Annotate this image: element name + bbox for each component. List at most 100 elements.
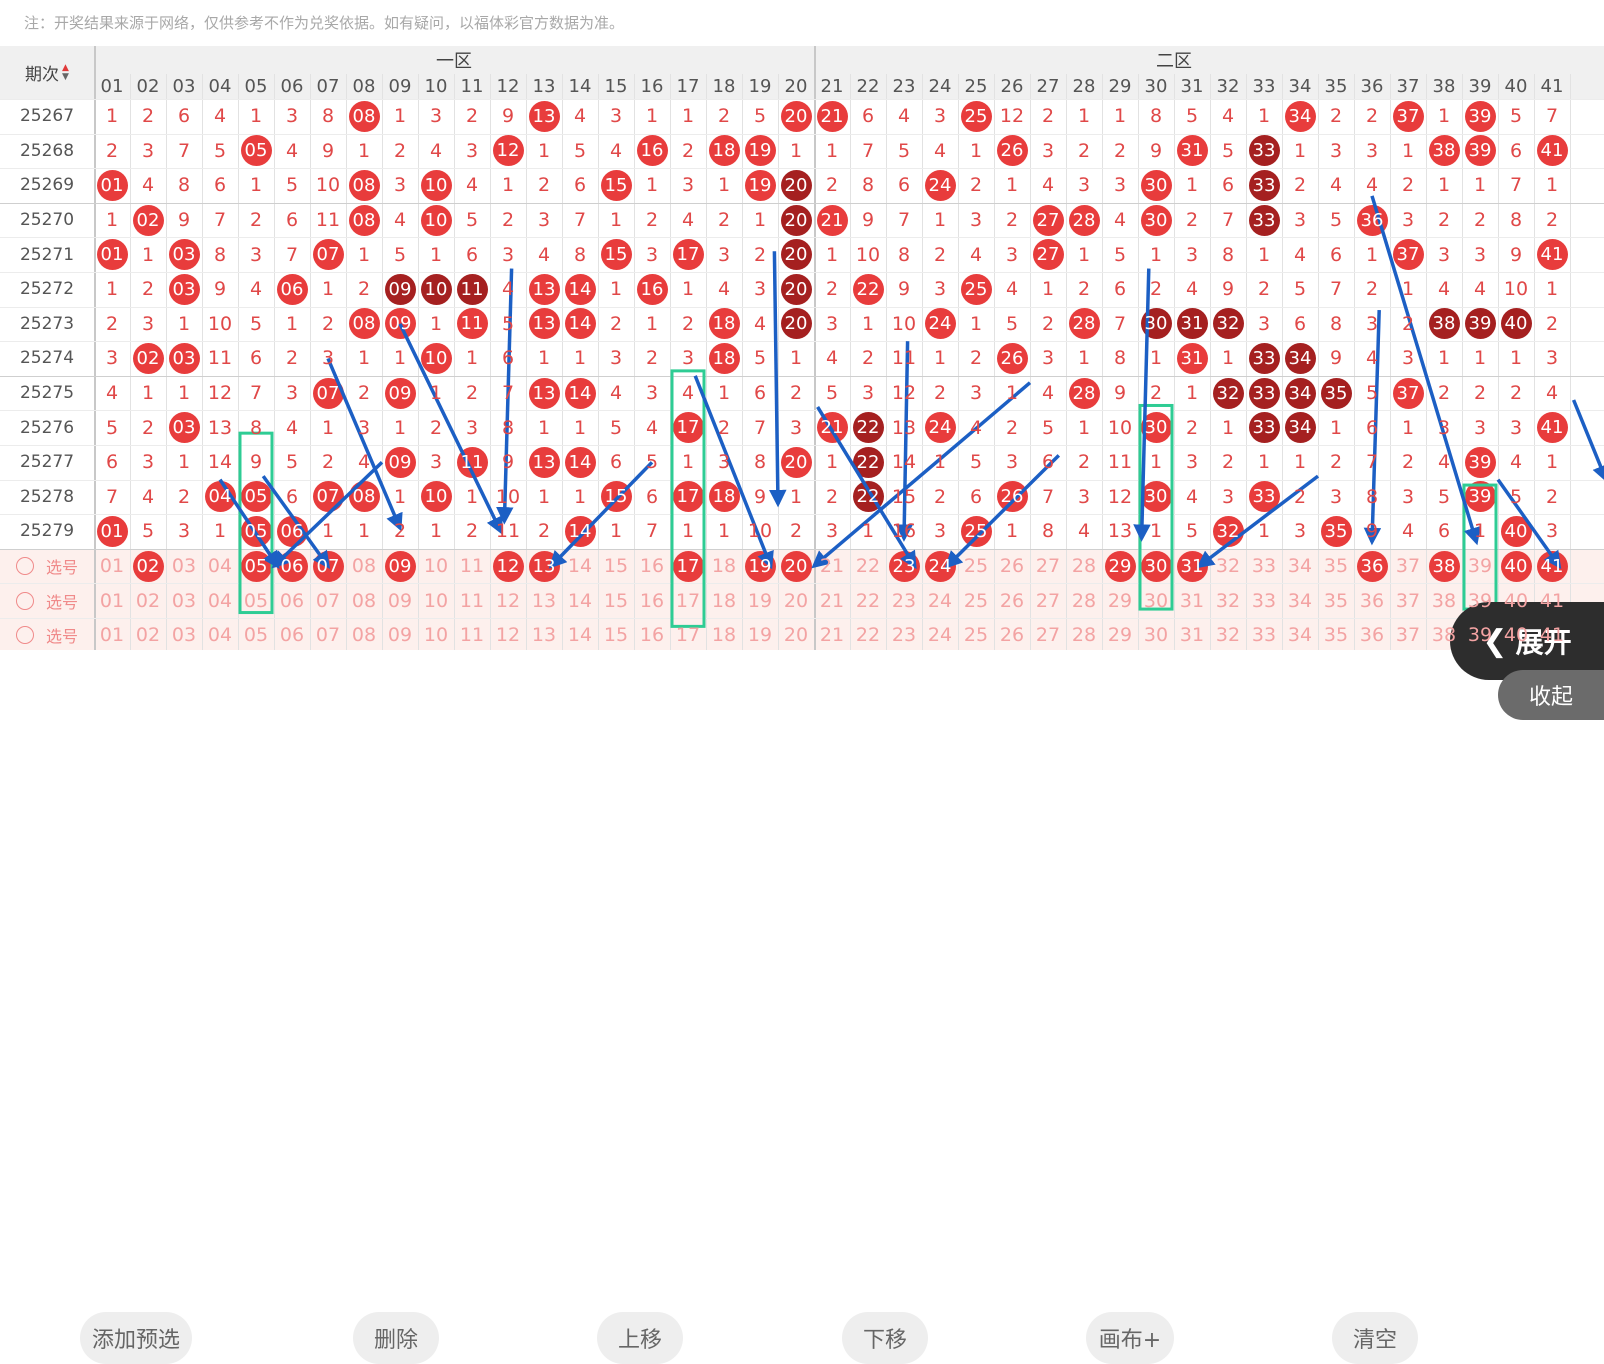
selectable-number[interactable]: 15 [598, 618, 634, 653]
selectable-number[interactable]: 07 [310, 583, 346, 618]
selected-number-ball[interactable]: 17 [670, 549, 706, 584]
selectable-number[interactable]: 28 [1066, 618, 1102, 653]
move-up-button[interactable]: 上移 [597, 1312, 683, 1364]
selectable-number[interactable]: 27 [1030, 618, 1066, 653]
selectable-number[interactable]: 14 [562, 549, 598, 584]
selectable-number[interactable]: 27 [1030, 583, 1066, 618]
selectable-number[interactable]: 03 [166, 549, 202, 584]
selected-number-ball[interactable]: 31 [1174, 549, 1210, 584]
selectable-number[interactable]: 41 [1534, 618, 1570, 653]
selectable-number[interactable]: 37 [1390, 583, 1426, 618]
selectable-number[interactable]: 22 [850, 583, 886, 618]
selectable-number[interactable]: 20 [778, 583, 814, 618]
select-row-toggle[interactable]: 选号 [0, 549, 94, 584]
selectable-number[interactable]: 18 [706, 583, 742, 618]
selectable-number[interactable]: 17 [670, 618, 706, 653]
selectable-number[interactable]: 14 [562, 583, 598, 618]
selectable-number[interactable]: 39 [1462, 618, 1498, 653]
selectable-number[interactable]: 02 [130, 618, 166, 653]
selectable-number[interactable]: 39 [1462, 549, 1498, 584]
selectable-number[interactable]: 21 [814, 618, 850, 653]
selectable-number[interactable]: 17 [670, 583, 706, 618]
selectable-number[interactable]: 22 [850, 549, 886, 584]
radio-circle-icon[interactable] [15, 626, 34, 645]
selectable-number[interactable]: 10 [418, 618, 454, 653]
selectable-number[interactable]: 05 [238, 618, 274, 653]
selectable-number[interactable]: 12 [490, 618, 526, 653]
selectable-number[interactable]: 02 [130, 583, 166, 618]
selectable-number[interactable]: 08 [346, 583, 382, 618]
selected-number-ball[interactable]: 20 [778, 549, 814, 584]
selectable-number[interactable]: 32 [1210, 618, 1246, 653]
selected-number-ball[interactable]: 19 [742, 549, 778, 584]
selectable-number[interactable]: 40 [1498, 583, 1534, 618]
selectable-number[interactable]: 07 [310, 618, 346, 653]
clear-button[interactable]: 清空 [1332, 1312, 1418, 1364]
selectable-number[interactable]: 16 [634, 549, 670, 584]
canvas-plus-button[interactable]: 画布+ [1086, 1312, 1174, 1364]
selected-number-ball[interactable]: 12 [490, 549, 526, 584]
selectable-number[interactable]: 08 [346, 618, 382, 653]
selectable-number[interactable]: 36 [1354, 583, 1390, 618]
selected-number-ball[interactable]: 09 [382, 549, 418, 584]
selected-number-ball[interactable]: 40 [1498, 549, 1534, 584]
selectable-number[interactable]: 01 [94, 618, 130, 653]
selectable-number[interactable]: 37 [1390, 549, 1426, 584]
selectable-number[interactable]: 40 [1498, 618, 1534, 653]
selectable-number[interactable]: 35 [1318, 618, 1354, 653]
selectable-number[interactable]: 26 [994, 618, 1030, 653]
selectable-number[interactable]: 04 [202, 549, 238, 584]
selectable-number[interactable]: 09 [382, 618, 418, 653]
selectable-number[interactable]: 16 [634, 583, 670, 618]
expand-button[interactable]: ❮ 展开 [1450, 602, 1604, 680]
selected-number-ball[interactable]: 13 [526, 549, 562, 584]
selectable-number[interactable]: 30 [1138, 583, 1174, 618]
selected-number-ball[interactable]: 30 [1138, 549, 1174, 584]
selectable-number[interactable]: 28 [1066, 583, 1102, 618]
add-preselect-button[interactable]: 添加预选 [80, 1312, 192, 1364]
selectable-number[interactable]: 27 [1030, 549, 1066, 584]
selectable-number[interactable]: 31 [1174, 618, 1210, 653]
selectable-number[interactable]: 11 [454, 549, 490, 584]
selectable-number[interactable]: 25 [958, 549, 994, 584]
selectable-number[interactable]: 25 [958, 618, 994, 653]
selectable-number[interactable]: 29 [1102, 583, 1138, 618]
selectable-number[interactable]: 04 [202, 618, 238, 653]
selectable-number[interactable]: 34 [1282, 618, 1318, 653]
selectable-number[interactable]: 33 [1246, 618, 1282, 653]
selectable-number[interactable]: 03 [166, 618, 202, 653]
selectable-number[interactable]: 33 [1246, 549, 1282, 584]
selectable-number[interactable]: 01 [94, 549, 130, 584]
selectable-number[interactable]: 28 [1066, 549, 1102, 584]
selectable-number[interactable]: 33 [1246, 583, 1282, 618]
selectable-number[interactable]: 16 [634, 618, 670, 653]
selectable-number[interactable]: 06 [274, 583, 310, 618]
selected-number-ball[interactable]: 02 [130, 549, 166, 584]
selectable-number[interactable]: 24 [922, 618, 958, 653]
selectable-number[interactable]: 22 [850, 618, 886, 653]
selectable-number[interactable]: 34 [1282, 583, 1318, 618]
selectable-number[interactable]: 23 [886, 583, 922, 618]
selectable-number[interactable]: 26 [994, 549, 1030, 584]
selectable-number[interactable]: 35 [1318, 583, 1354, 618]
selectable-number[interactable]: 25 [958, 583, 994, 618]
selectable-number[interactable]: 08 [346, 549, 382, 584]
selectable-number[interactable]: 10 [418, 583, 454, 618]
selected-number-ball[interactable]: 38 [1426, 549, 1462, 584]
selectable-number[interactable]: 09 [382, 583, 418, 618]
selectable-number[interactable]: 21 [814, 583, 850, 618]
selectable-number[interactable]: 13 [526, 583, 562, 618]
selectable-number[interactable]: 41 [1534, 583, 1570, 618]
selected-number-ball[interactable]: 24 [922, 549, 958, 584]
selectable-number[interactable]: 15 [598, 549, 634, 584]
selectable-number[interactable]: 06 [274, 618, 310, 653]
selectable-number[interactable]: 23 [886, 618, 922, 653]
selectable-number[interactable]: 32 [1210, 583, 1246, 618]
selectable-number[interactable]: 21 [814, 549, 850, 584]
selectable-number[interactable]: 13 [526, 618, 562, 653]
move-down-button[interactable]: 下移 [842, 1312, 928, 1364]
selectable-number[interactable]: 31 [1174, 583, 1210, 618]
selectable-number[interactable]: 05 [238, 583, 274, 618]
selectable-number[interactable]: 38 [1426, 583, 1462, 618]
selectable-number[interactable]: 35 [1318, 549, 1354, 584]
